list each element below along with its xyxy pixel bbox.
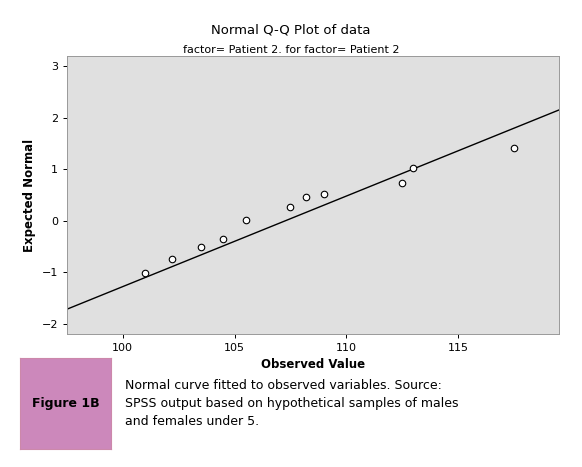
Text: Figure 1B: Figure 1B bbox=[31, 397, 100, 410]
Text: Normal curve fitted to observed variables. Source:
SPSS output based on hypothet: Normal curve fitted to observed variable… bbox=[125, 380, 459, 428]
Point bbox=[409, 164, 418, 172]
Point bbox=[219, 235, 228, 242]
Point bbox=[140, 269, 150, 277]
Point bbox=[168, 255, 177, 263]
Point bbox=[320, 190, 329, 198]
Point bbox=[301, 193, 311, 200]
Point bbox=[196, 244, 205, 251]
X-axis label: Observed Value: Observed Value bbox=[261, 359, 365, 371]
Point bbox=[398, 179, 407, 186]
Text: factor= Patient 2. for factor= Patient 2: factor= Patient 2. for factor= Patient 2 bbox=[183, 45, 399, 56]
Point bbox=[241, 216, 250, 223]
Point bbox=[509, 144, 519, 151]
Text: Normal Q-Q Plot of data: Normal Q-Q Plot of data bbox=[211, 24, 371, 37]
Y-axis label: Expected Normal: Expected Normal bbox=[23, 138, 36, 252]
Point bbox=[286, 203, 295, 211]
